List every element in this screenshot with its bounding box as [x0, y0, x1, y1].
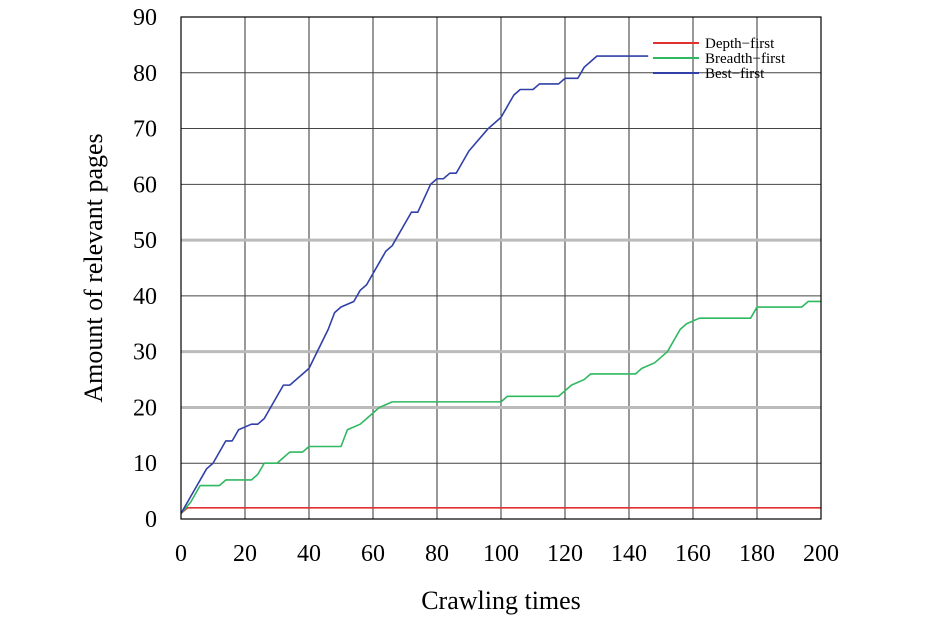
legend-label: Breadth−first — [705, 51, 786, 67]
y-tick-label: 10 — [133, 451, 157, 477]
tick-labels: 0 20 40 60 80 100 120 140 160 180 200 0 10 20 30 40 50 60… — [133, 5, 839, 567]
series-layer — [180, 55, 821, 515]
x-tick-label: 140 — [611, 541, 647, 567]
x-tick-label: 0 — [175, 541, 187, 567]
y-axis-label: Amount of relevant pages — [79, 133, 108, 402]
grid — [181, 17, 821, 519]
y-tick-label: 90 — [133, 5, 157, 31]
x-tick-label: 100 — [483, 541, 519, 567]
y-tick-label: 30 — [133, 340, 157, 366]
x-tick-label: 40 — [297, 541, 321, 567]
series-line-3 — [180, 55, 649, 514]
y-tick-label: 40 — [133, 284, 157, 310]
x-axis-label: Crawling times — [421, 586, 581, 615]
x-tick-label: 180 — [739, 541, 775, 567]
x-tick-label: 20 — [233, 541, 257, 567]
y-tick-label: 0 — [145, 507, 157, 533]
x-tick-label: 60 — [361, 541, 385, 567]
x-tick-label: 160 — [675, 541, 711, 567]
plot-frame — [180, 16, 822, 520]
x-tick-label: 200 — [803, 541, 839, 567]
x-tick-label: 80 — [425, 541, 449, 567]
y-tick-label: 50 — [133, 228, 157, 254]
y-tick-label: 80 — [133, 61, 157, 87]
legend-label: Depth−first — [705, 36, 775, 52]
y-tick-label: 70 — [133, 117, 157, 143]
series-line-2 — [180, 300, 821, 514]
y-tick-label: 20 — [133, 395, 157, 421]
x-tick-label: 120 — [547, 541, 583, 567]
y-tick-label: 60 — [133, 172, 157, 198]
legend-label: Best−first — [705, 66, 765, 82]
